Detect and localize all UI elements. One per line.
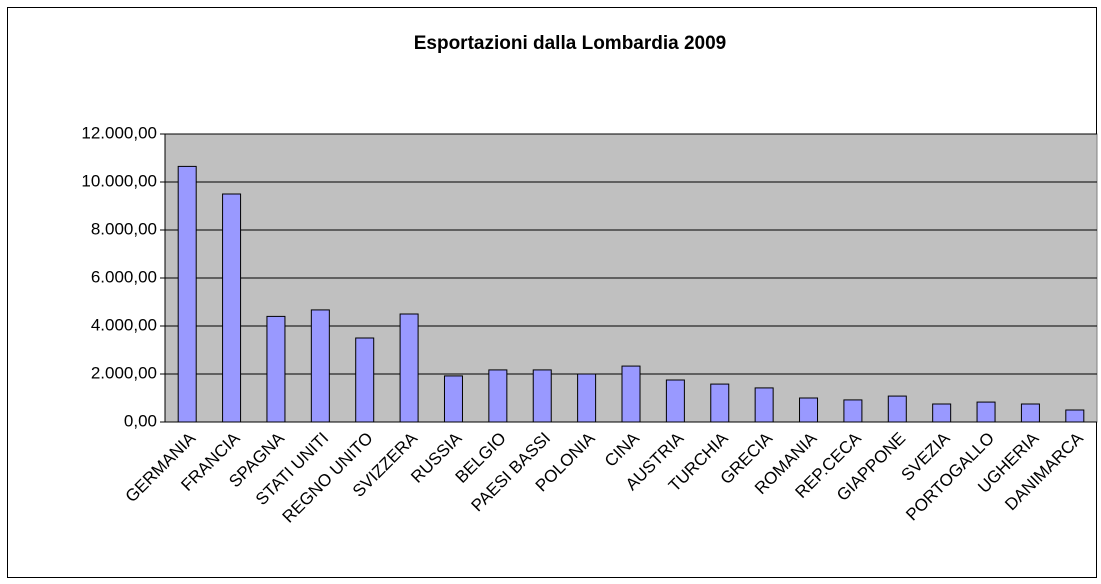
y-tick-label: 0,00 [124,411,157,430]
bar [222,193,242,423]
y-tick-label: 8.000,00 [91,219,157,238]
bar [399,313,419,423]
bar [310,309,330,423]
bar [1065,409,1085,423]
bar [754,387,774,423]
bar [976,401,996,423]
bar [932,403,952,423]
bar [843,399,863,423]
bar [577,373,597,423]
bar [488,369,508,423]
bar [355,337,375,423]
bar [887,395,907,423]
bar [1020,403,1040,423]
y-tick-label: 6.000,00 [91,267,157,286]
y-tick-label: 12.000,00 [81,123,157,142]
y-tick-label: 10.000,00 [81,171,157,190]
bar [710,383,730,423]
chart-title: Esportazioni dalla Lombardia 2009 [414,33,727,54]
bar [532,369,552,423]
bar [443,375,463,423]
y-tick-label: 2.000,00 [91,363,157,382]
bar [621,365,641,423]
bar [266,315,286,423]
bar [177,165,197,423]
y-tick-label: 4.000,00 [91,315,157,334]
bar [665,379,685,423]
bar [799,397,819,423]
